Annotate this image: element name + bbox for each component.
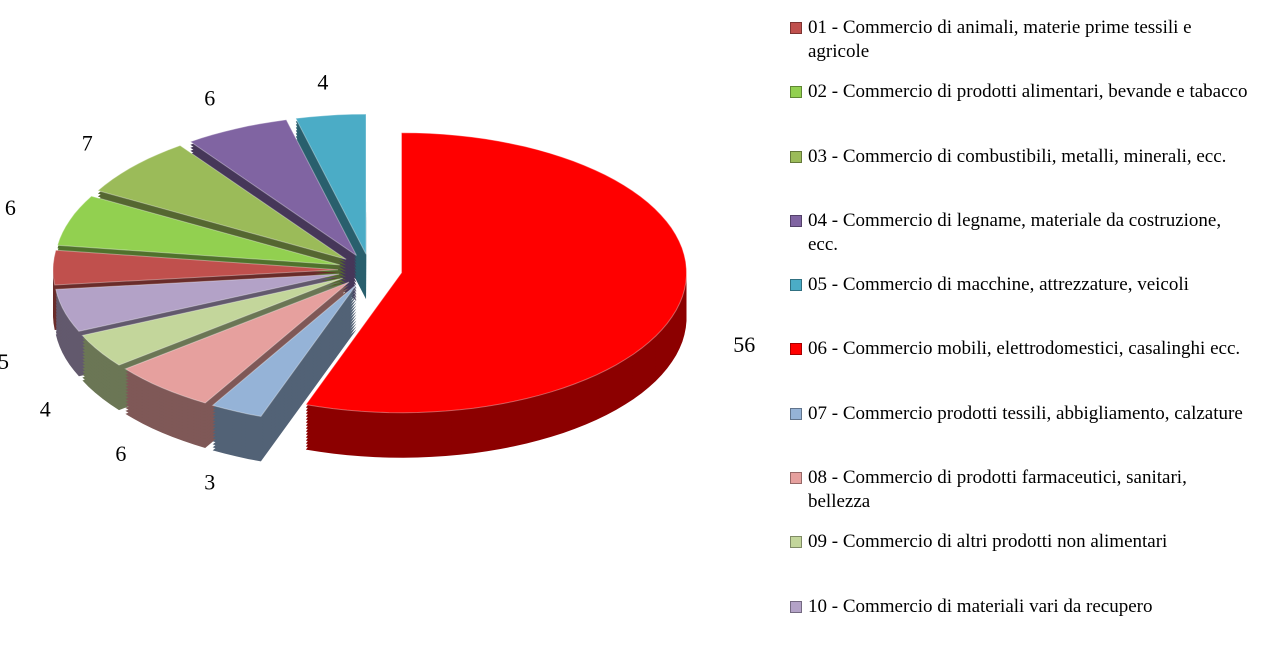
legend-swatch	[790, 150, 802, 163]
data-label: 4	[317, 70, 328, 95]
pie-slice	[52, 249, 339, 286]
legend-swatch	[790, 214, 802, 227]
legend-label: 01 - Commercio di animali, materie prime…	[808, 17, 1192, 62]
legend-item: 01 - Commercio di animali, materie prime…	[790, 16, 1250, 80]
legend-swatch	[790, 279, 802, 292]
pie-slice	[211, 284, 357, 417]
legend-label: 05 - Commercio di macchine, attrezzature…	[808, 274, 1189, 296]
legend-item: 08 - Commercio di prodotti farmaceutici,…	[790, 466, 1250, 530]
legend-swatch	[790, 343, 802, 356]
legend-label: 07 - Commercio prodotti tessili, abbigli…	[808, 402, 1243, 424]
legend-label: 06 - Commercio mobili, elettrodomestici,…	[808, 338, 1241, 360]
legend-label: 09 - Commercio di altri prodotti non ali…	[808, 531, 1168, 553]
legend-item: 07 - Commercio prodotti tessili, abbigli…	[790, 402, 1250, 466]
data-label: 56	[733, 332, 755, 357]
pie-slice	[189, 119, 357, 256]
slice-tops	[52, 113, 688, 417]
legend-label: 02 - Commercio di prodotti alimentari, b…	[808, 81, 1248, 103]
data-label: 5	[0, 349, 9, 374]
legend: 01 - Commercio di animali, materie prime…	[790, 16, 1250, 659]
legend-swatch	[790, 536, 802, 549]
legend-item: 09 - Commercio di altri prodotti non ali…	[790, 530, 1250, 594]
data-label: 6	[115, 441, 126, 466]
pie-slice	[56, 195, 340, 266]
pie-slice	[81, 277, 343, 366]
legend-item: 05 - Commercio di macchine, attrezzature…	[790, 273, 1250, 337]
legend-swatch	[790, 600, 802, 613]
legend-item: 02 - Commercio di prodotti alimentari, b…	[790, 80, 1250, 144]
pie-slice	[96, 144, 347, 260]
pie-area: 56364546764	[0, 70, 755, 495]
pie-slice	[55, 273, 340, 332]
data-label: 7	[82, 130, 93, 155]
data-label: 6	[204, 86, 215, 111]
legend-label: 04 - Commercio di legname, materiale da …	[808, 209, 1222, 255]
legend-swatch	[790, 472, 802, 485]
legend-item: 03 - Commercio di combustibili, metalli,…	[790, 145, 1250, 209]
pie-slice	[295, 113, 367, 255]
legend-swatch	[790, 86, 802, 99]
data-label: 4	[40, 397, 51, 422]
pie-slice	[305, 132, 688, 414]
legend-item: 06 - Commercio mobili, elettrodomestici,…	[790, 337, 1250, 401]
legend-label: 03 - Commercio di combustibili, metalli,…	[808, 145, 1227, 167]
legend-item: 04 - Commercio di legname, materiale da …	[790, 209, 1250, 273]
legend-label: 10 - Commercio di materiali vari da recu…	[808, 595, 1153, 617]
data-label: 6	[5, 195, 16, 220]
legend-label: 08 - Commercio di prodotti farmaceutici,…	[808, 467, 1187, 513]
legend-swatch	[790, 22, 802, 34]
legend-swatch	[790, 407, 802, 420]
data-label: 3	[204, 469, 215, 494]
legend-item: 10 - Commercio di materiali vari da recu…	[790, 595, 1250, 659]
pie-slice	[124, 281, 350, 404]
